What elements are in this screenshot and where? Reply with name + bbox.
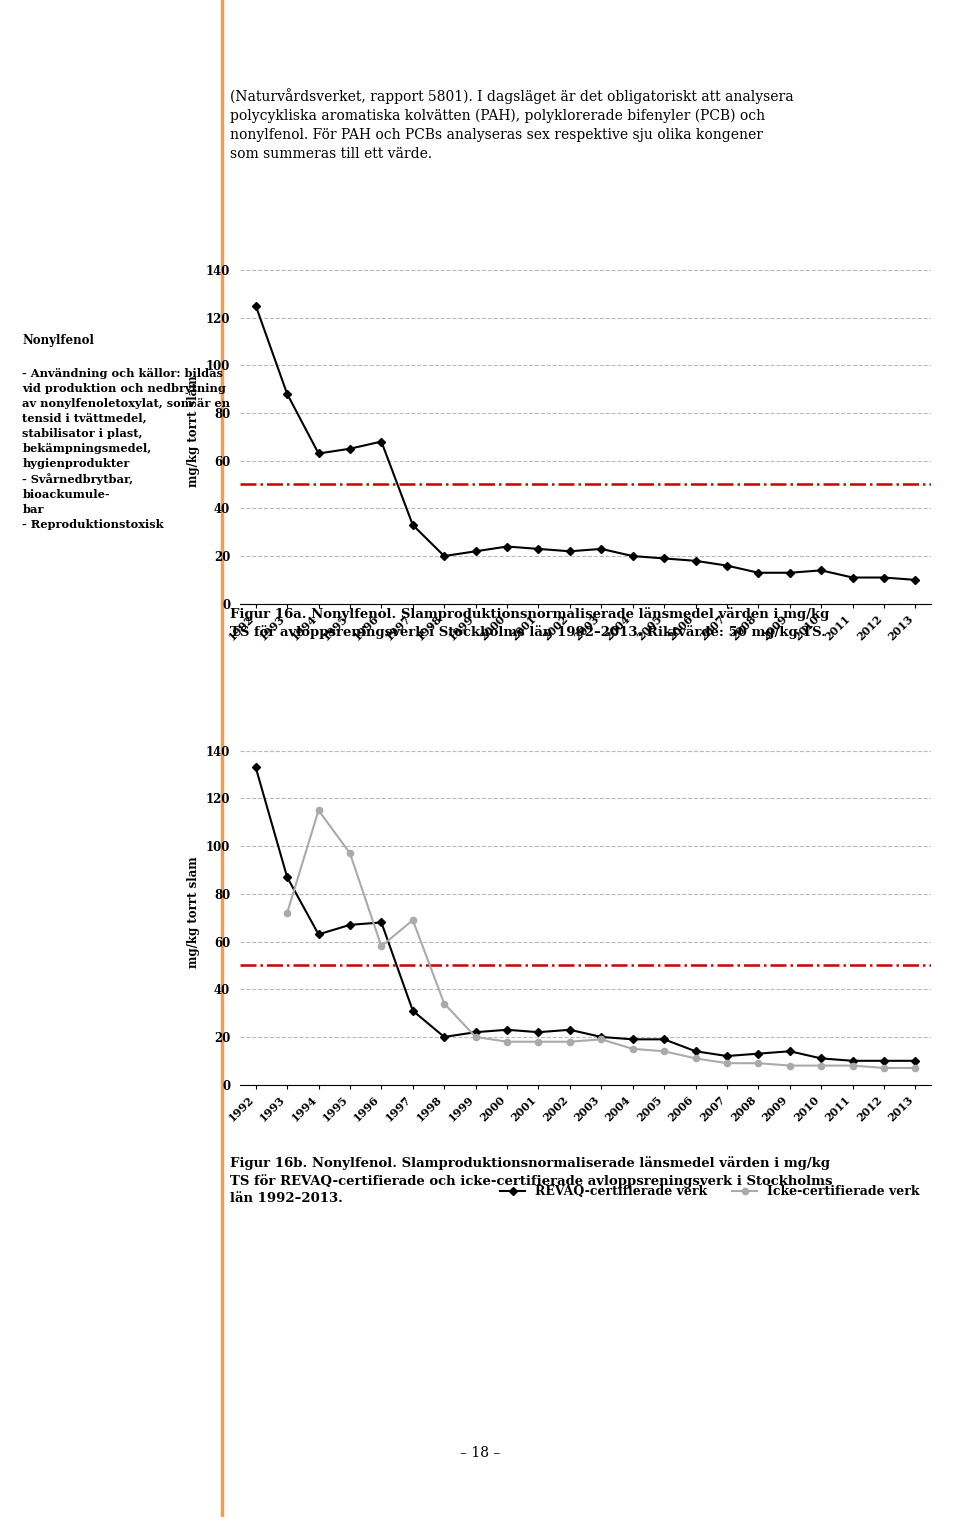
Text: Figur 16a. Nonylfenol. Slamproduktionsnormaliserade länsmedel värden i mg/kg
TS : Figur 16a. Nonylfenol. Slamproduktionsno… (230, 607, 829, 639)
Icke-certifierade verk (501, 1033, 513, 1051)
Icke-certifierade verk (407, 912, 419, 930)
REVAQ-certifierade verk (439, 1029, 450, 1047)
REVAQ-certifierade verk (469, 1022, 481, 1041)
Icke-certifierade verk (345, 843, 356, 862)
REVAQ-certifierade verk (659, 1030, 670, 1048)
REVAQ-certifierade verk (375, 913, 387, 931)
Y-axis label: mg/kg torrt slam: mg/kg torrt slam (187, 856, 201, 968)
Icke-certifierade verk (847, 1056, 858, 1074)
Legend: REVAQ-certifierade verk, Icke-certifierade verk: REVAQ-certifierade verk, Icke-certifiera… (495, 1180, 924, 1203)
REVAQ-certifierade verk (564, 1021, 576, 1039)
REVAQ-certifierade verk (281, 868, 293, 886)
Text: - Användning och källor: bildas
vid produktion och nedbrytning
av nonylfenoletox: - Användning och källor: bildas vid prod… (22, 367, 230, 531)
Icke-certifierade verk (878, 1059, 890, 1077)
REVAQ-certifierade verk (345, 916, 356, 934)
REVAQ-certifierade verk (878, 1051, 890, 1069)
Text: – 18 –: – 18 – (460, 1446, 500, 1459)
Icke-certifierade verk (313, 801, 324, 819)
REVAQ-certifierade verk (815, 1050, 827, 1068)
Text: (Naturvårdsverket, rapport 5801). I dagsläget är det obligatoriskt att analysera: (Naturvårdsverket, rapport 5801). I dags… (230, 88, 794, 161)
REVAQ-certifierade verk (627, 1030, 638, 1048)
REVAQ-certifierade verk (501, 1021, 513, 1039)
REVAQ-certifierade verk (690, 1042, 702, 1060)
REVAQ-certifierade verk (533, 1022, 544, 1041)
Icke-certifierade verk (721, 1054, 732, 1073)
REVAQ-certifierade verk (595, 1029, 607, 1047)
REVAQ-certifierade verk (784, 1042, 796, 1060)
Icke-certifierade verk (690, 1050, 702, 1068)
Y-axis label: mg/kg torrt slam: mg/kg torrt slam (187, 375, 201, 487)
Icke-certifierade verk (659, 1042, 670, 1060)
Icke-certifierade verk (564, 1033, 576, 1051)
Icke-certifierade verk (595, 1030, 607, 1048)
REVAQ-certifierade verk (407, 1001, 419, 1019)
Icke-certifierade verk (439, 995, 450, 1013)
Icke-certifierade verk (753, 1054, 764, 1073)
REVAQ-certifierade verk (847, 1051, 858, 1069)
REVAQ-certifierade verk (313, 925, 324, 944)
REVAQ-certifierade verk (910, 1051, 922, 1069)
Icke-certifierade verk (375, 938, 387, 956)
Text: Figur 16b. Nonylfenol. Slamproduktionsnormaliserade länsmedel värden i mg/kg
TS : Figur 16b. Nonylfenol. Slamproduktionsno… (230, 1156, 833, 1204)
REVAQ-certifierade verk (250, 758, 261, 777)
Icke-certifierade verk (281, 904, 293, 922)
Text: Nonylfenol: Nonylfenol (22, 334, 94, 347)
Icke-certifierade verk (469, 1029, 481, 1047)
Icke-certifierade verk (910, 1059, 922, 1077)
Line: Icke-certifierade verk: Icke-certifierade verk (284, 807, 919, 1071)
Icke-certifierade verk (533, 1033, 544, 1051)
Icke-certifierade verk (627, 1039, 638, 1057)
Icke-certifierade verk (815, 1056, 827, 1074)
Line: REVAQ-certifierade verk: REVAQ-certifierade verk (252, 765, 919, 1063)
REVAQ-certifierade verk (721, 1047, 732, 1065)
REVAQ-certifierade verk (753, 1045, 764, 1063)
Icke-certifierade verk (784, 1056, 796, 1074)
